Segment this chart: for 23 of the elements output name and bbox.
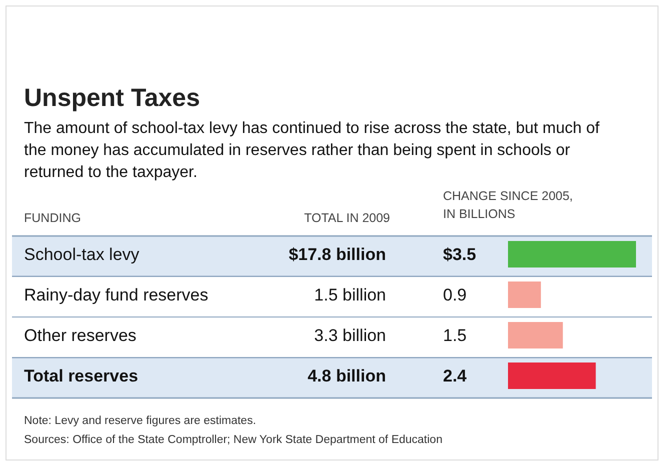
text: $17.8 billion [288, 245, 386, 264]
y-axis-title: FUNDING [24, 211, 81, 225]
y-tick-label: School-tax levy [24, 245, 140, 264]
text: 4.8 billion [308, 366, 386, 386]
bar [508, 282, 541, 308]
bar [508, 322, 563, 348]
text: The amount of school-tax levy has continued to rise across the state, but much of the money has accumulated in reserves rather than being spent in schools or returned to the taxpayer. [24, 120, 600, 181]
text: 1.5 billion [314, 286, 386, 304]
data-label: 1.5 [443, 326, 467, 345]
data-label: 2.4 [443, 366, 468, 386]
bar [508, 241, 636, 268]
data-label: 0.9 [443, 286, 467, 304]
x-axis-title: CHANGE SINCE 2005, IN BILLIONS [443, 189, 573, 221]
y-tick-label: Total reserves [24, 366, 138, 386]
text: TOTAL IN 2009 [304, 211, 390, 225]
text: 3.3 billion [314, 326, 386, 345]
source-note: Sources: Office of the State Comptroller; New York State Department of Education [24, 434, 442, 446]
text: Note: Levy and reserve figures are estimates. [24, 415, 256, 427]
text: Unspent Taxes [24, 84, 200, 112]
y-tick-label: Other reserves [24, 326, 136, 345]
bar [508, 362, 596, 389]
data-label: $3.5 [443, 245, 476, 264]
y-tick-label: Rainy-day fund reserves [24, 286, 208, 304]
